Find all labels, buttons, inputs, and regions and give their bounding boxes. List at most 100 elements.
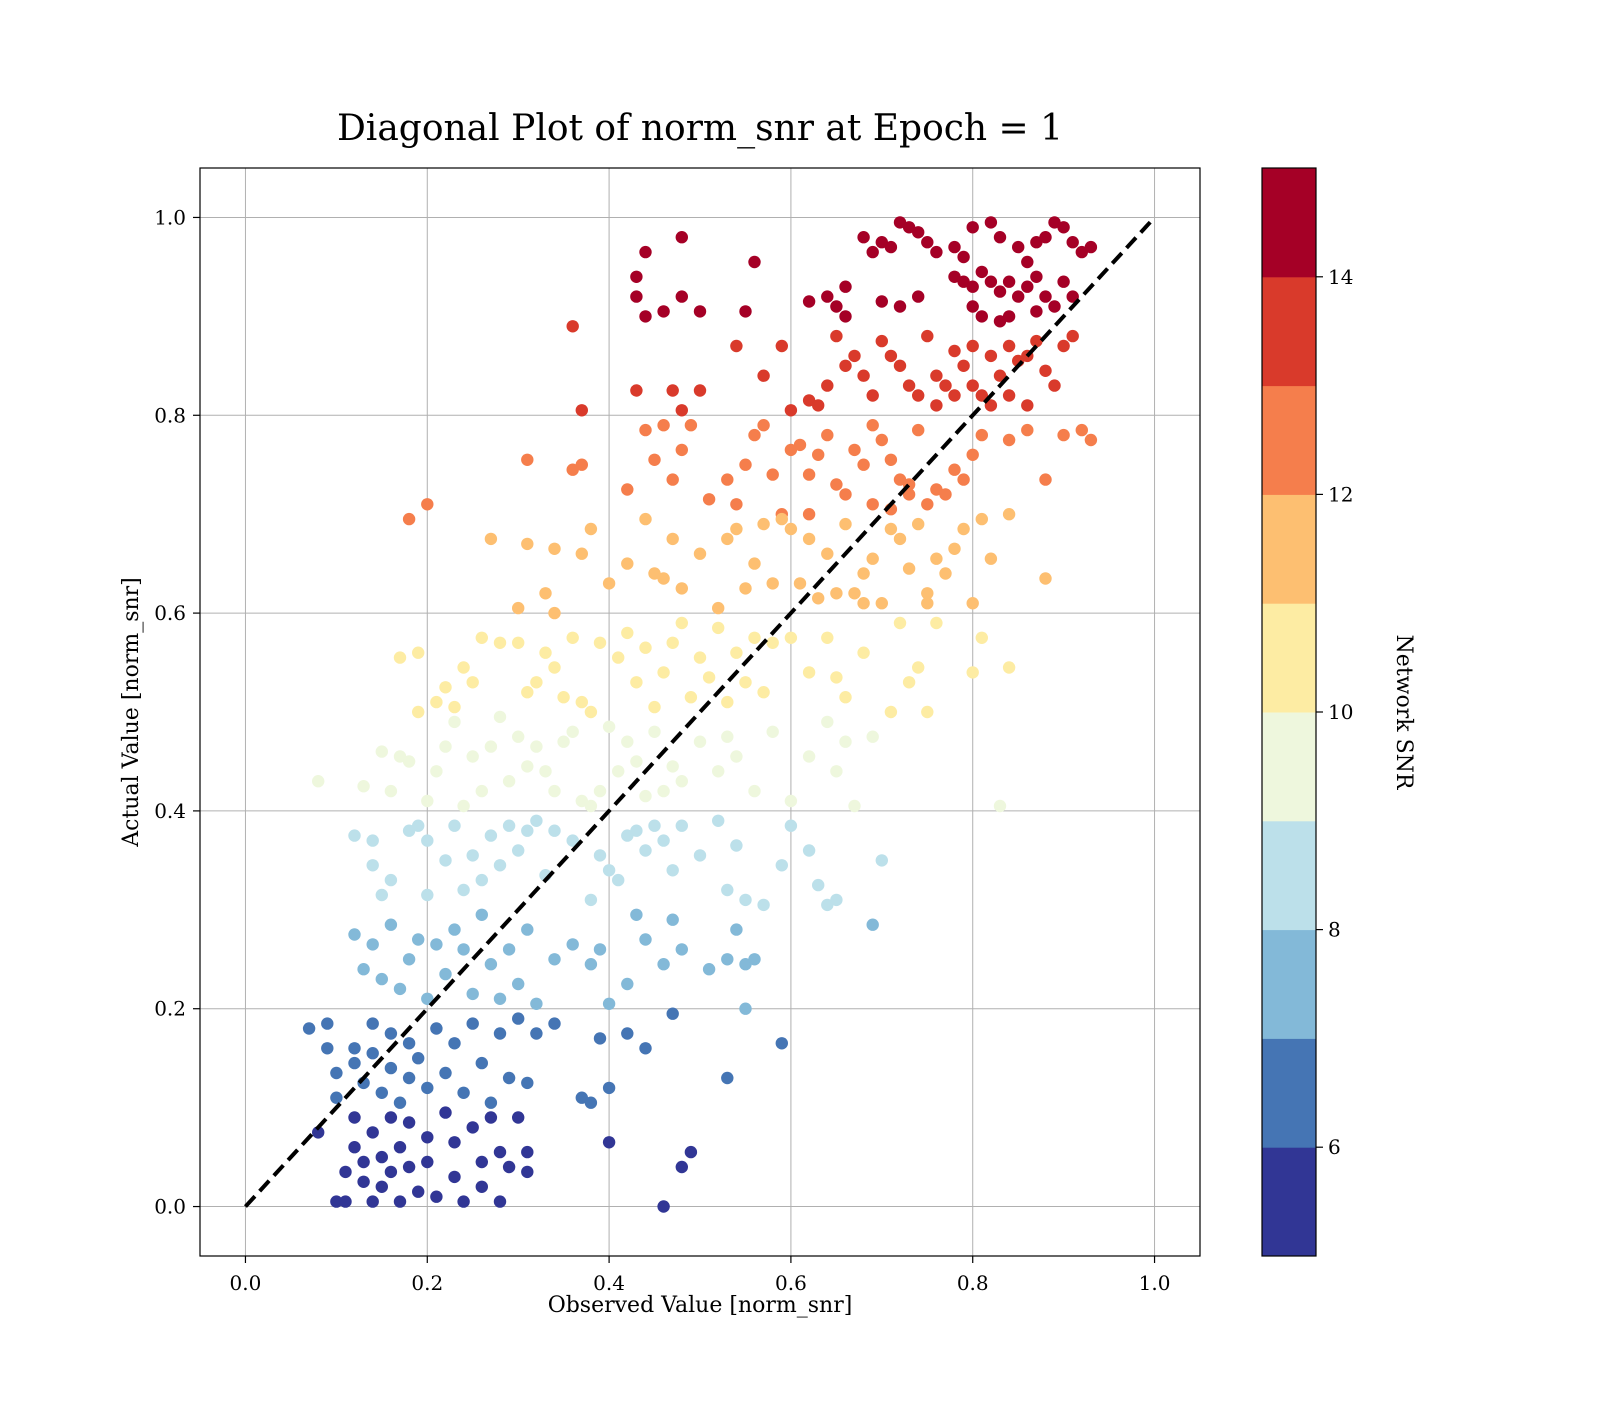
scatter-point <box>775 512 788 526</box>
scatter-point <box>1002 310 1016 323</box>
scatter-point <box>448 700 461 714</box>
scatter-point <box>375 1150 388 1164</box>
scatter-point <box>666 1007 679 1020</box>
x-tick-label: 0.8 <box>957 1271 989 1295</box>
scatter-point <box>712 601 725 615</box>
y-tick-label: 1.0 <box>154 205 186 229</box>
plot-frame <box>199 167 1201 1257</box>
scatter-point <box>721 730 734 743</box>
scatter-point <box>784 404 798 417</box>
scatter-point <box>366 1047 379 1060</box>
scatter-point <box>693 849 707 862</box>
scatter-point <box>466 987 479 1001</box>
scatter-point <box>475 1056 488 1070</box>
scatter-point <box>984 216 998 229</box>
scatter-point <box>902 488 916 501</box>
scatter-point <box>457 1195 470 1208</box>
x-tick-label: 0.4 <box>593 1271 625 1295</box>
scatter-point <box>421 1131 434 1144</box>
scatter-point <box>1002 433 1016 447</box>
scatter-point <box>693 735 707 748</box>
scatter-point <box>539 587 552 600</box>
scatter-point <box>702 963 716 976</box>
scatter-point <box>975 428 988 442</box>
scatter-point <box>657 784 670 798</box>
scatter-point <box>321 1042 334 1055</box>
scatter-point <box>757 517 770 531</box>
scatter-point <box>930 483 943 496</box>
scatter-point <box>975 265 988 279</box>
scatter-point <box>366 834 379 847</box>
scatter-point <box>1021 255 1034 269</box>
scatter-point <box>621 1027 634 1040</box>
scatter-point <box>348 829 361 842</box>
scatter-point <box>912 226 925 239</box>
scatter-point <box>730 750 743 763</box>
scatter-point <box>857 567 870 580</box>
scatter-point <box>893 359 907 372</box>
scatter-point <box>493 710 507 724</box>
scatter-point <box>1048 216 1061 229</box>
scatter-point <box>921 597 934 610</box>
scatter-point <box>621 977 634 991</box>
scatter-point <box>430 1022 443 1035</box>
scatter-point <box>930 369 943 382</box>
colorbar-segment <box>1262 168 1316 278</box>
scatter-point <box>593 1032 607 1045</box>
scatter-point <box>648 819 661 832</box>
scatter-point <box>584 958 598 971</box>
scatter-point <box>593 849 607 862</box>
scatter-point <box>512 636 525 649</box>
scatter-point <box>984 275 998 288</box>
scatter-point <box>839 488 852 501</box>
scatter-point <box>1012 290 1025 303</box>
scatter-point <box>666 532 679 546</box>
scatter-point <box>1002 339 1016 353</box>
scatter-point <box>866 498 879 511</box>
scatter-point <box>993 369 1007 382</box>
scatter-point <box>830 329 843 343</box>
scatter-point <box>775 339 788 353</box>
x-tick-label: 0.0 <box>230 1271 262 1295</box>
x-axis-ticks: 0.0 0.2 0.4 0.6 0.8 1.0 <box>230 1256 1170 1295</box>
scatter-point <box>639 789 652 803</box>
scatter-point <box>648 700 661 714</box>
scatter-point <box>675 819 688 832</box>
scatter-point <box>948 463 961 476</box>
scatter-point <box>639 844 652 857</box>
scatter-point <box>648 453 661 466</box>
scatter-point <box>921 329 934 343</box>
scatter-point <box>730 339 743 353</box>
scatter-point <box>666 636 679 649</box>
scatter-point <box>1039 473 1052 486</box>
chart-title: Diagonal Plot of norm_snr at Epoch = 1 <box>337 108 1063 149</box>
scatter-point <box>784 631 798 644</box>
scatter-point <box>512 730 525 743</box>
scatter-point <box>475 1180 488 1194</box>
scatter-point <box>957 522 970 536</box>
scatter-point <box>1066 236 1079 249</box>
scatter-point <box>330 1091 343 1104</box>
scatter-point <box>893 473 907 486</box>
scatter-point <box>330 1195 343 1208</box>
scatter-point <box>821 898 834 912</box>
scatter-point <box>1039 364 1052 377</box>
scatter-point <box>748 953 761 966</box>
scatter-point <box>366 1195 379 1208</box>
scatter-point <box>821 379 834 392</box>
scatter-point <box>757 898 770 912</box>
scatter-point <box>602 864 616 877</box>
scatter-point <box>557 735 570 748</box>
scatter-point <box>766 636 779 649</box>
scatter-point <box>348 928 361 941</box>
scatter-point <box>630 676 643 689</box>
scatter-point <box>748 255 761 269</box>
scatter-point <box>948 240 961 254</box>
scatter-point <box>693 651 707 664</box>
scatter-point <box>384 784 398 798</box>
scatter-point <box>412 1185 425 1198</box>
scatter-point <box>502 1160 516 1174</box>
scatter-point <box>366 1126 379 1139</box>
scatter-point <box>875 236 888 249</box>
scatter-point <box>902 676 916 689</box>
